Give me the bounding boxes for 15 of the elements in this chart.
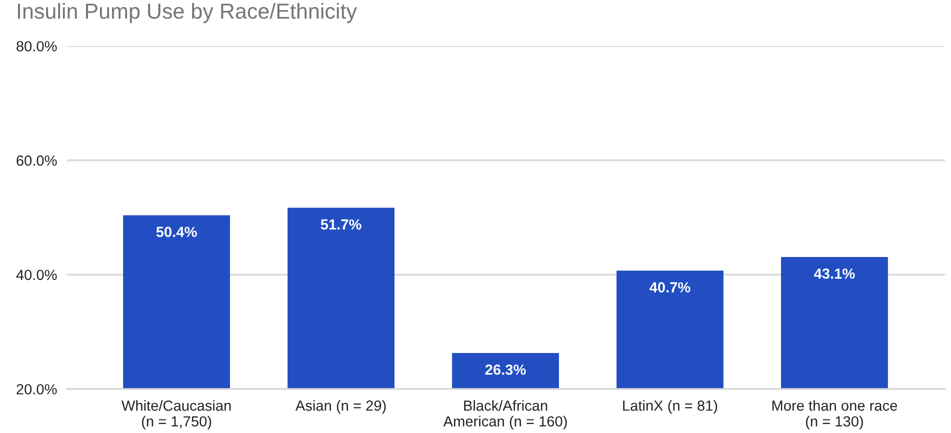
x-tick-label: More than one race (n = 130) — [772, 400, 898, 430]
y-tick-label: 40.0% — [16, 270, 57, 280]
x-tick-label: White/Caucasian (n = 1,750) — [121, 400, 231, 430]
data-label: 51.7% — [320, 219, 362, 230]
data-label: 43.1% — [814, 268, 855, 279]
chart-title: Insulin Pump Use by Race/Ethnicity — [18, 3, 357, 24]
data-label: 26.3% — [485, 364, 526, 375]
x-tick-label: Asian (n = 29) — [295, 400, 386, 414]
x-tick-label: LatinX (n = 81) — [623, 400, 718, 414]
data-label: 50.4% — [156, 226, 197, 238]
y-tick-label: 80.0% — [16, 41, 57, 52]
y-tick-label: 60.0% — [16, 155, 57, 166]
x-tick-label: Black/African American (n = 160) — [443, 400, 567, 430]
data-label: 40.7% — [650, 282, 690, 292]
y-tick-label: 20.0% — [16, 384, 57, 394]
